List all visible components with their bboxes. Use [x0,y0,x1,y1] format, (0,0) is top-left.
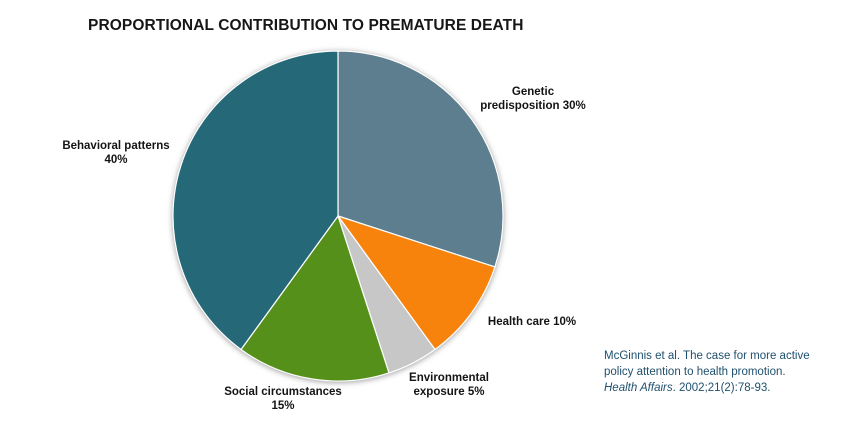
pie-slice-genetic-predisposition [337,50,504,268]
pie-label-health-care: Health care 10% [487,316,577,328]
citation-line1: McGinnis et al. The case for more active [604,350,810,362]
pie-label-social-circumstances: Social circumstances 15% [224,386,342,412]
pie-chart [172,50,504,382]
pie-label-environmental-exposure: Environmental exposure 5% [409,372,489,398]
pie-label-genetic-predisposition: Genetic predisposition 30% [480,86,586,112]
citation-line3-rest: . 2002;21(2):78-93. [672,382,771,394]
chart-title: PROPORTIONAL CONTRIBUTION TO PREMATURE D… [88,17,524,34]
pie-slice-behavioral-patterns [172,50,339,351]
citation-journal: Health Affairs [604,382,673,394]
pie-label-behavioral-patterns: Behavioral patterns 40% [62,140,170,166]
citation-text: McGinnis et al. The case for more active… [604,348,846,396]
pie-slice-social-circumstances [240,215,390,382]
citation-line2: policy attention to health promotion. [604,366,786,378]
pie-slice-health-care [337,215,496,351]
